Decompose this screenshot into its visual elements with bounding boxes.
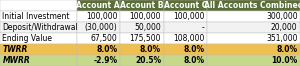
Text: -: -	[202, 23, 205, 32]
Bar	[164, 11, 207, 22]
Text: Account C: Account C	[164, 1, 207, 10]
Text: Account A: Account A	[76, 1, 120, 10]
Bar	[0, 55, 76, 66]
Bar	[120, 44, 164, 55]
Bar	[164, 0, 207, 11]
Text: 8.0%: 8.0%	[277, 45, 298, 54]
Bar	[0, 11, 76, 22]
Bar	[207, 55, 300, 66]
Text: MWRR: MWRR	[2, 56, 30, 65]
Text: 67,500: 67,500	[91, 34, 118, 43]
Text: 300,000: 300,000	[266, 12, 298, 21]
Text: 108,000: 108,000	[173, 34, 205, 43]
Text: 100,000: 100,000	[173, 12, 205, 21]
Bar	[76, 22, 120, 33]
Bar	[0, 22, 76, 33]
Bar	[207, 0, 300, 11]
Bar	[120, 0, 164, 11]
Bar	[164, 33, 207, 44]
Text: 8.0%: 8.0%	[184, 56, 205, 65]
Text: 20.5%: 20.5%	[135, 56, 161, 65]
Text: All Accounts Combined: All Accounts Combined	[204, 1, 300, 10]
Text: 20,000: 20,000	[271, 23, 298, 32]
Bar	[164, 22, 207, 33]
Bar	[76, 33, 120, 44]
Text: 351,000: 351,000	[266, 34, 298, 43]
Bar	[0, 0, 76, 11]
Bar	[0, 44, 76, 55]
Text: (30,000): (30,000)	[85, 23, 118, 32]
Bar	[207, 44, 300, 55]
Bar	[120, 55, 164, 66]
Text: 8.0%: 8.0%	[97, 45, 118, 54]
Text: 100,000: 100,000	[130, 12, 161, 21]
Text: Account B: Account B	[120, 1, 164, 10]
Text: 8.0%: 8.0%	[140, 45, 161, 54]
Bar	[76, 11, 120, 22]
Bar	[76, 44, 120, 55]
Text: TWRR: TWRR	[2, 45, 28, 54]
Text: 8.0%: 8.0%	[184, 45, 205, 54]
Text: 10.0%: 10.0%	[272, 56, 298, 65]
Bar	[207, 33, 300, 44]
Text: 175,500: 175,500	[130, 34, 161, 43]
Text: Initial Investment: Initial Investment	[2, 12, 70, 21]
Text: 100,000: 100,000	[86, 12, 118, 21]
Bar	[120, 33, 164, 44]
Bar	[76, 55, 120, 66]
Text: 50,000: 50,000	[134, 23, 161, 32]
Bar	[164, 55, 207, 66]
Bar	[120, 11, 164, 22]
Bar	[207, 11, 300, 22]
Bar	[0, 33, 76, 44]
Text: Deposit/Withdrawal: Deposit/Withdrawal	[2, 23, 78, 32]
Bar	[76, 0, 120, 11]
Text: -2.9%: -2.9%	[94, 56, 118, 65]
Bar	[120, 22, 164, 33]
Bar	[207, 22, 300, 33]
Text: Ending Value: Ending Value	[2, 34, 52, 43]
Bar	[164, 44, 207, 55]
